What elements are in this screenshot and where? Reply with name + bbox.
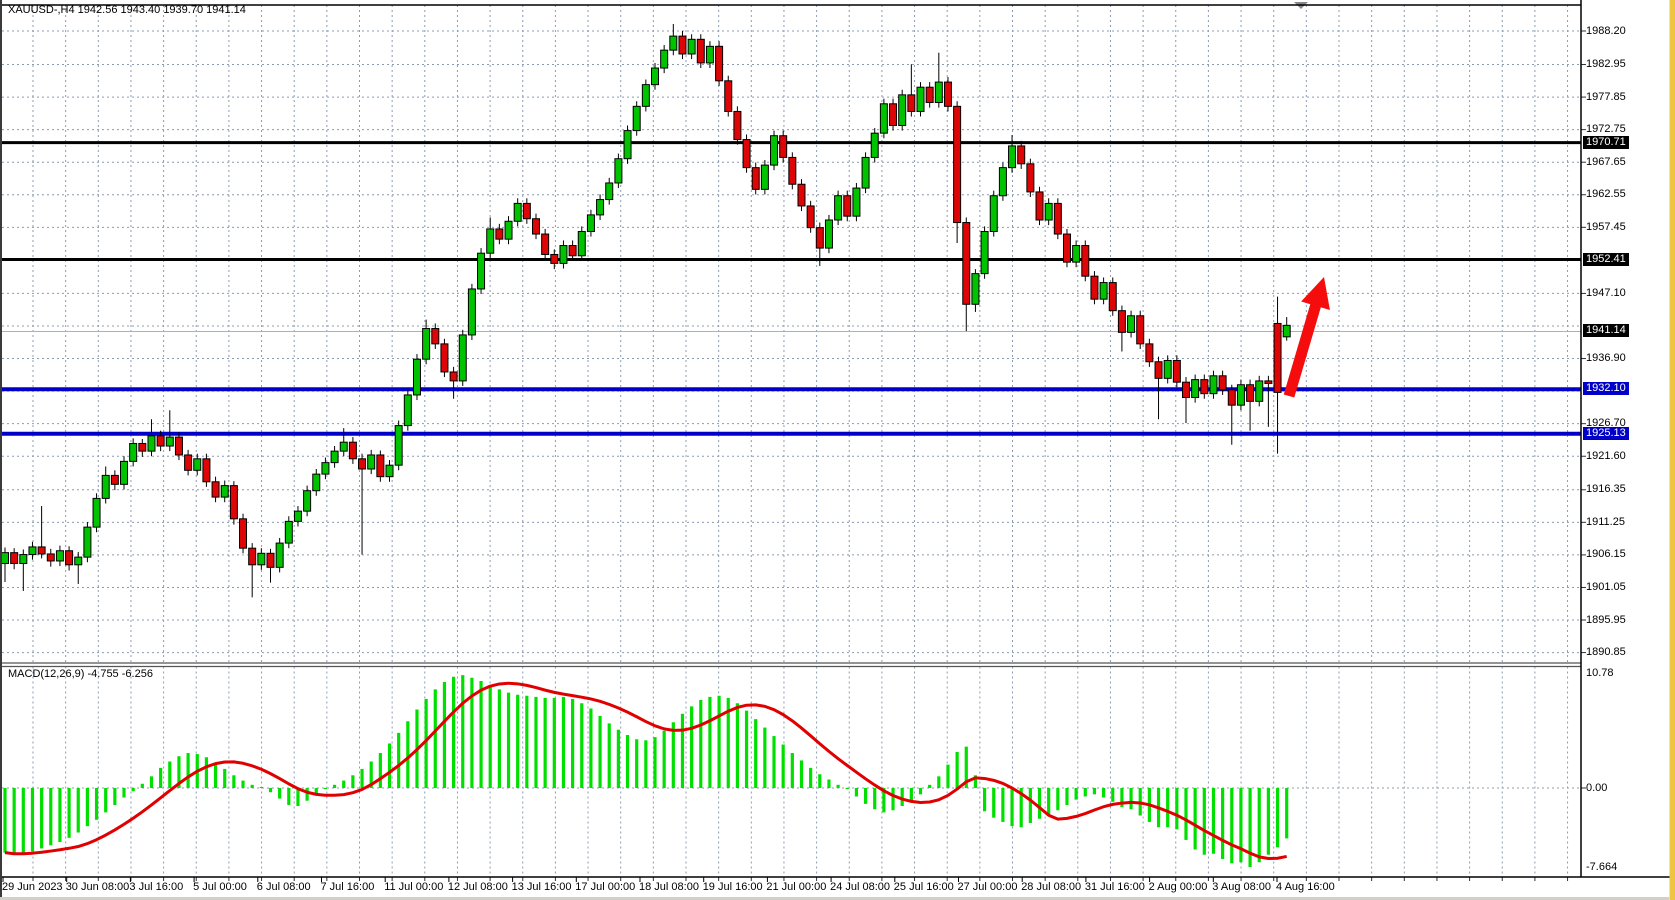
macd-axis-min: -7.664 <box>1586 861 1618 873</box>
price-tick-label: 1982.95 <box>1586 58 1626 71</box>
price-tick-label: 1906.15 <box>1586 548 1626 561</box>
price-tick-label: 1895.95 <box>1586 613 1626 626</box>
time-axis-label: 25 Jul 16:00 <box>893 881 954 893</box>
macd-signal-value: -6.256 <box>121 668 153 680</box>
time-axis-label: 27 Jul 00:00 <box>957 881 1018 893</box>
time-axis-label: 18 Jul 08:00 <box>639 881 699 893</box>
price-tick-label: 1972.75 <box>1586 123 1626 136</box>
time-axis-label: 28 Jul 08:00 <box>1021 881 1082 893</box>
bounce-arrow[interactable] <box>1283 298 1323 398</box>
time-axis-label: 2 Aug 00:00 <box>1148 881 1208 893</box>
price-level-badge: 1970.71 <box>1583 135 1629 149</box>
price-tick-label: 1988.20 <box>1586 24 1626 37</box>
price-tick-label: 1921.60 <box>1586 449 1626 462</box>
price-tick-label: 1977.85 <box>1586 90 1626 103</box>
time-axis-label: 6 Jul 08:00 <box>256 881 311 893</box>
macd-axis-max: 10.78 <box>1586 667 1614 679</box>
price-tick-label: 1947.10 <box>1586 286 1626 299</box>
macd-value: -4.755 <box>87 668 119 680</box>
time-axis-label: 3 Aug 08:00 <box>1212 881 1272 893</box>
price-tick-label: 1967.65 <box>1586 155 1626 168</box>
price-tick-label: 1911.25 <box>1586 515 1625 528</box>
price-level-badge: 1952.41 <box>1583 252 1629 266</box>
price-tick-label: 1926.70 <box>1586 417 1626 430</box>
time-axis-label: 12 Jul 08:00 <box>447 881 508 893</box>
chart-title-ohlc: XAUUSD-,H4 1942.56 1943.40 1939.70 1941.… <box>8 4 246 16</box>
time-axis-label: 13 Jul 16:00 <box>511 881 572 893</box>
bounce-arrow-head[interactable] <box>1301 277 1330 311</box>
price-tick-label: 1890.85 <box>1586 646 1626 659</box>
price-tick-label: 1936.90 <box>1586 352 1626 365</box>
time-axis-label: 30 Jun 08:00 <box>65 881 130 893</box>
price-tick-label: 1962.55 <box>1586 188 1626 201</box>
time-axis-label: 3 Jul 16:00 <box>129 881 184 893</box>
time-axis-label: 11 Jul 00:00 <box>384 881 444 893</box>
time-axis-label: 31 Jul 16:00 <box>1084 881 1145 893</box>
price-tick-label: 1957.45 <box>1586 220 1626 233</box>
time-axis-label: 29 Jun 2023 <box>2 881 63 893</box>
time-axis-label: 19 Jul 16:00 <box>702 881 763 893</box>
price-level-badge: 1941.14 <box>1583 324 1629 338</box>
time-axis-label: 4 Aug 16:00 <box>1276 881 1335 893</box>
price-level-badge: 1932.10 <box>1583 382 1629 396</box>
macd-axis-zero: 0.00 <box>1586 781 1608 794</box>
time-axis-label: 7 Jul 16:00 <box>320 881 375 893</box>
price-tick-label: 1916.35 <box>1586 483 1626 496</box>
macd-indicator-label: MACD(12,26,9) -4.755 -6.256 <box>8 668 153 681</box>
price-level-badge: 1925.13 <box>1583 426 1629 440</box>
price-tick-label: 1901.05 <box>1586 580 1626 593</box>
time-axis-label: 24 Jul 08:00 <box>830 881 891 893</box>
time-axis-label: 5 Jul 00:00 <box>193 881 247 893</box>
time-axis-label: 21 Jul 00:00 <box>766 881 827 893</box>
macd-name: MACD(12,26,9) <box>8 668 85 680</box>
time-axis-label: 17 Jul 00:00 <box>575 881 636 893</box>
